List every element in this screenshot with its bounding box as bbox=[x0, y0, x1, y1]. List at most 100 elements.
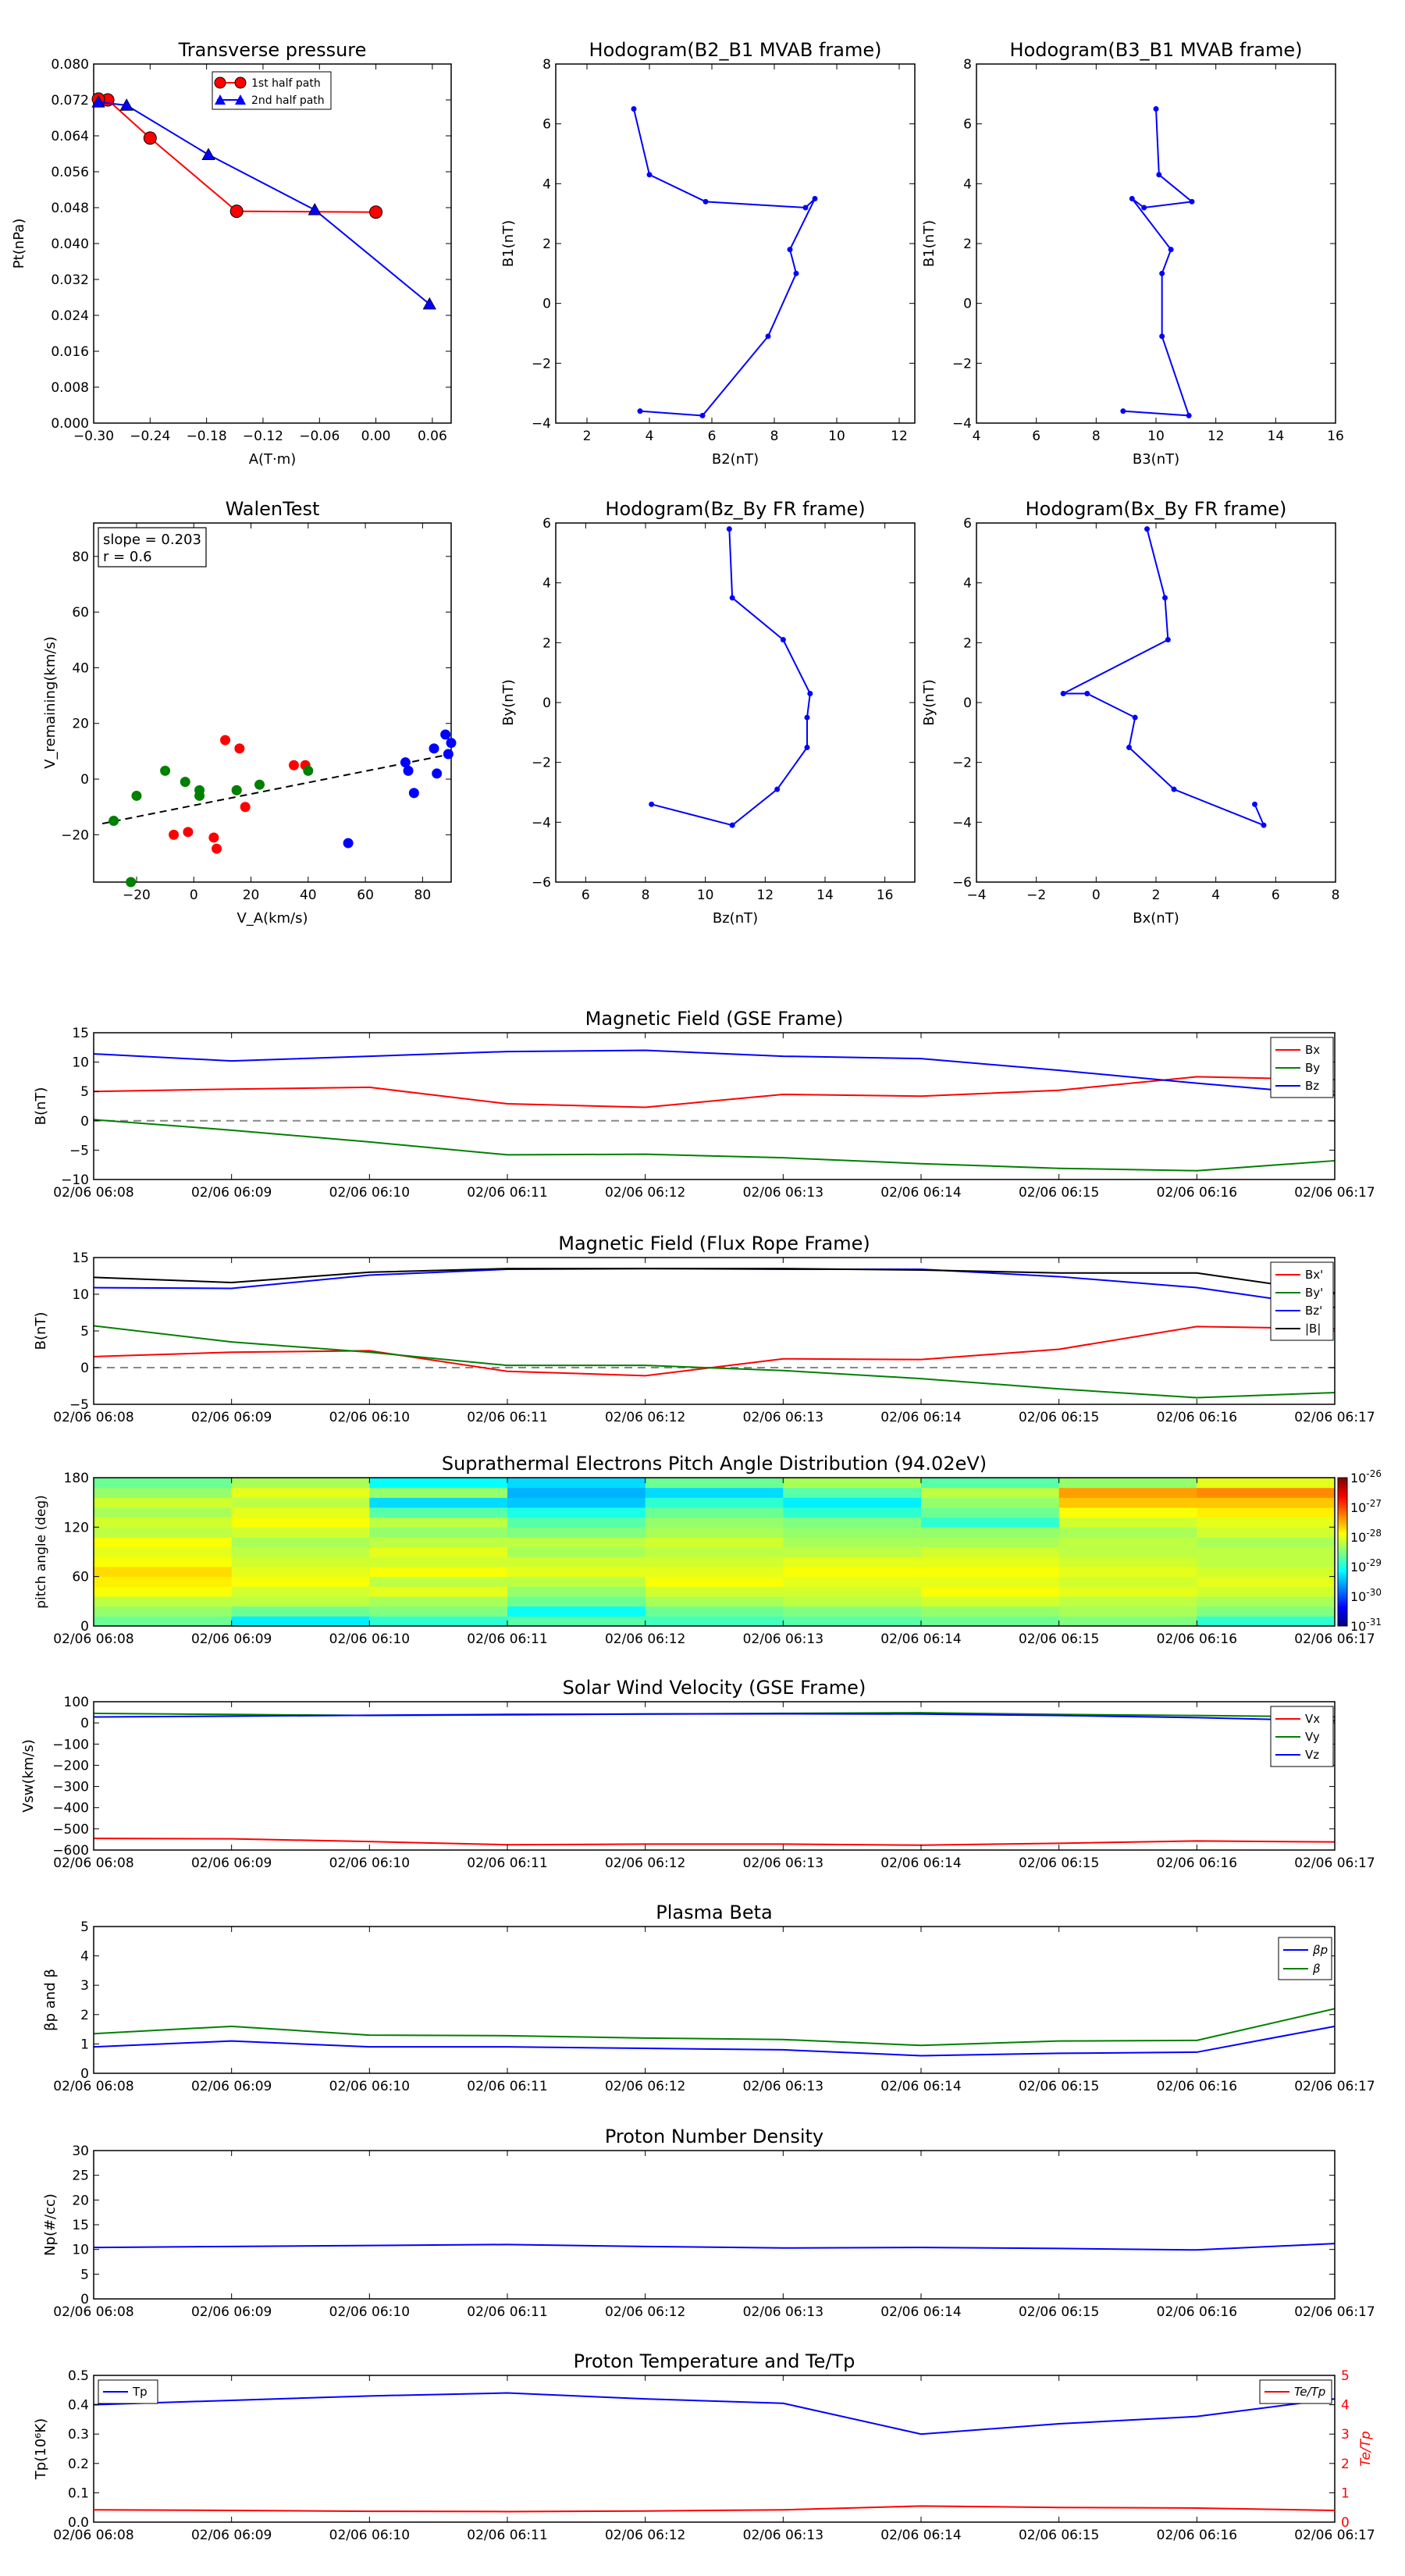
tp-time-label: 02/06 06:15 bbox=[1019, 2528, 1099, 2543]
pad-cell bbox=[783, 1527, 922, 1538]
pad-cell bbox=[94, 1537, 233, 1548]
hodo_b3b1-path bbox=[1122, 109, 1194, 417]
transverse_pressure-ytick-label: 0.048 bbox=[51, 201, 89, 216]
pad-cell bbox=[783, 1537, 922, 1548]
mag_fr-time-label: 02/06 06:08 bbox=[53, 1410, 133, 1425]
pad-time-label: 02/06 06:17 bbox=[1294, 1631, 1375, 1647]
tp-series-marker bbox=[201, 148, 215, 160]
pad-cell bbox=[507, 1487, 646, 1498]
beta-ytick-label: 1 bbox=[80, 2037, 89, 2052]
hodo_b2b1-point bbox=[802, 205, 809, 211]
transverse_pressure-ytick-label: 0.056 bbox=[51, 165, 89, 180]
mag_fr-title: Magnetic Field (Flux Rope Frame) bbox=[558, 1233, 870, 1254]
mag_gse-time-label: 02/06 06:15 bbox=[1019, 1185, 1099, 1201]
hodo_bxby-xlabel: Bx(nT) bbox=[1133, 910, 1179, 927]
pad-cell bbox=[507, 1546, 646, 1557]
pad-cell bbox=[921, 1478, 1060, 1489]
pad-cell bbox=[369, 1567, 508, 1578]
tp-time-label: 02/06 06:08 bbox=[53, 2528, 133, 2543]
pad-cell bbox=[1197, 1557, 1336, 1567]
pad-cell bbox=[507, 1537, 646, 1548]
hodo_b3b1-title: Hodogram(B3_B1 MVAB frame) bbox=[1010, 39, 1303, 61]
vsw-title: Solar Wind Velocity (GSE Frame) bbox=[563, 1677, 866, 1699]
beta-time-label: 02/06 06:12 bbox=[605, 2079, 685, 2094]
pad-cell bbox=[645, 1487, 784, 1498]
pad-cell bbox=[94, 1596, 233, 1607]
hodo_b3b1-xtick-label: 14 bbox=[1268, 429, 1285, 444]
hodo_b2b1-point bbox=[765, 333, 771, 340]
vsw-time-label: 02/06 06:11 bbox=[467, 1856, 547, 1871]
walen-point bbox=[180, 777, 190, 788]
hodo_b2b1-ytick-label: 2 bbox=[542, 237, 551, 252]
tp-panel: Proton Temperature and Te/Tp 0.0 0.1 0.2 0.3… bbox=[33, 2350, 1375, 2543]
tp-y2tick-label: 5 bbox=[1341, 2368, 1350, 2384]
tp-time-label: 02/06 06:13 bbox=[743, 2528, 823, 2543]
pad-cell bbox=[645, 1596, 784, 1607]
hodo_b2b1-frame bbox=[555, 63, 916, 424]
beta-ylabel: βp and β bbox=[42, 1969, 59, 2031]
np-ylabel: Np(#/cc) bbox=[42, 2194, 59, 2256]
hodo_b3b1-panel: Hodogram(B3_B1 MVAB frame) −4 −2 0 2 4 6 8 4 6 8 10… bbox=[921, 39, 1344, 468]
pad-cell bbox=[921, 1546, 1060, 1557]
pad-cell bbox=[1058, 1478, 1197, 1489]
hodo_bxby-point bbox=[1060, 691, 1066, 696]
pad-cell bbox=[921, 1576, 1060, 1587]
pad-cell bbox=[783, 1478, 922, 1489]
series-legend: Bx By Bz bbox=[1270, 1037, 1334, 1098]
pad-cell bbox=[783, 1586, 922, 1597]
transverse_pressure-ytick-label: 0.008 bbox=[51, 380, 89, 396]
walen-point bbox=[169, 829, 180, 840]
pad-ytick-label: 180 bbox=[64, 1471, 89, 1486]
np-ytick-label: 10 bbox=[72, 2243, 89, 2258]
hodo_b2b1-xtick-label: 6 bbox=[708, 429, 717, 444]
walen-point bbox=[303, 765, 314, 776]
walen-point bbox=[160, 765, 171, 776]
vsw-ytick-label: 100 bbox=[64, 1695, 89, 1710]
pad-cell bbox=[369, 1557, 508, 1567]
pad-cell bbox=[645, 1576, 784, 1587]
pad-cell bbox=[1197, 1616, 1336, 1627]
pad-cell bbox=[507, 1517, 646, 1528]
pad-cell bbox=[1197, 1537, 1336, 1548]
tp-time-label: 02/06 06:11 bbox=[467, 2528, 547, 2543]
pad-cell bbox=[783, 1507, 922, 1518]
pad-cell bbox=[1058, 1497, 1197, 1508]
np-time-label: 02/06 06:08 bbox=[53, 2304, 133, 2320]
mag_fr-time-label: 02/06 06:12 bbox=[605, 1410, 685, 1425]
np-time-label: 02/06 06:12 bbox=[605, 2304, 685, 2320]
legend-entry-label: β bbox=[1312, 1962, 1321, 1976]
mag_gse-ytick-label: 5 bbox=[80, 1084, 89, 1100]
mag_gse-ytick-label: −10 bbox=[61, 1172, 89, 1188]
mag_gse-panel: Magnetic Field (GSE Frame) −10 −5 0 5 10 15 02/… bbox=[33, 1008, 1375, 1201]
pad-cell bbox=[921, 1586, 1060, 1597]
hodo_bzby-xtick-label: 8 bbox=[642, 888, 650, 903]
transverse-pressure-legend: 1st half path 2nd half path bbox=[212, 71, 332, 110]
hodo_b2b1-point bbox=[699, 412, 706, 418]
tp-series-marker bbox=[308, 203, 322, 215]
mag_fr-panel: Magnetic Field (Flux Rope Frame) −5 0 5 10 15… bbox=[33, 1233, 1375, 1425]
pad-cell bbox=[783, 1497, 922, 1508]
hodo_b2b1-xtick-label: 12 bbox=[891, 429, 908, 444]
mag_fr-time-label: 02/06 06:11 bbox=[467, 1410, 547, 1425]
legend-entry-label: 1st half path bbox=[251, 77, 321, 90]
pad-cell bbox=[1058, 1527, 1197, 1538]
pad-cell bbox=[231, 1497, 370, 1508]
transverse_pressure-xtick-label: 0.00 bbox=[361, 429, 391, 444]
colorbar-tick-label: 10-28 bbox=[1350, 1528, 1382, 1545]
tp-time-label: 02/06 06:09 bbox=[191, 2528, 272, 2543]
pad-cell bbox=[921, 1616, 1060, 1627]
hodo_b2b1-ytick-label: −2 bbox=[532, 356, 551, 372]
hodo_bzby-ytick-label: −2 bbox=[532, 756, 551, 771]
transverse_pressure-title: Transverse pressure bbox=[178, 39, 367, 61]
vsw-time-label: 02/06 06:12 bbox=[605, 1856, 685, 1871]
pad-cell bbox=[369, 1478, 508, 1489]
mag_gse-ylabel: B(nT) bbox=[33, 1087, 49, 1126]
hodo_bzby-point bbox=[729, 822, 735, 828]
hodo_b2b1-point bbox=[787, 247, 793, 253]
pad-cell bbox=[783, 1557, 922, 1567]
hodo_bzby-ytick-label: −6 bbox=[532, 875, 551, 891]
mag_gse-ytick-label: −5 bbox=[69, 1143, 89, 1158]
mag_gse-time-label: 02/06 06:13 bbox=[743, 1185, 823, 1201]
legend-entry-label: Bx bbox=[1305, 1043, 1320, 1057]
mag_fr-ytick-label: 15 bbox=[72, 1251, 89, 1266]
